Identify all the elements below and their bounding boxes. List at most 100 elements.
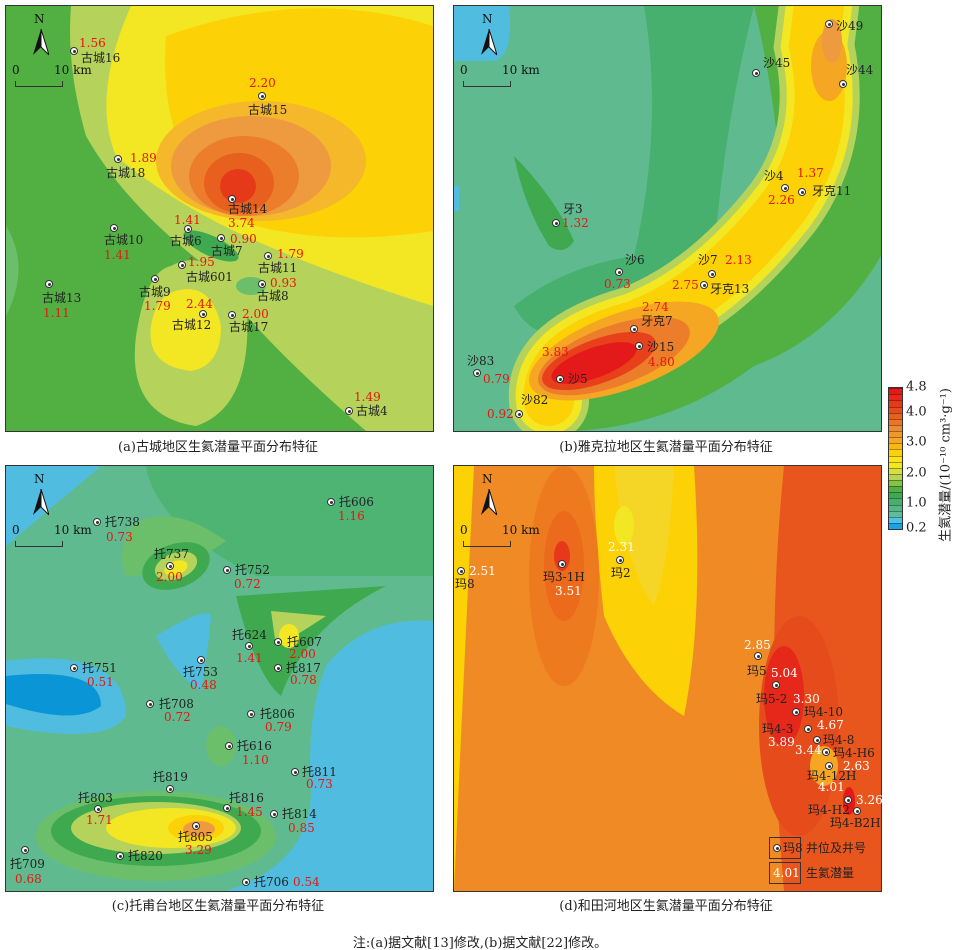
well-name: 托738	[105, 515, 140, 529]
well-marker-icon	[754, 652, 762, 660]
well-marker-icon	[708, 270, 716, 278]
colorbar-swatch	[889, 443, 902, 450]
scale-bar	[15, 81, 63, 87]
scale-zero: 0	[460, 523, 468, 537]
scale-zero: 0	[460, 63, 468, 77]
helium-value: 3.89	[768, 735, 795, 749]
well-name: 玛5	[747, 664, 767, 678]
helium-value: 1.41	[236, 651, 263, 665]
helium-value: 2.26	[768, 193, 795, 207]
helium-value: 1.95	[188, 255, 215, 269]
helium-value: 2.63	[843, 759, 870, 773]
well-marker-icon	[772, 681, 780, 689]
well-marker-icon	[197, 656, 205, 664]
well-name: 古城10	[104, 233, 144, 247]
helium-value: 0.79	[483, 372, 510, 386]
legend-value-label: 生氦潜量	[806, 866, 855, 880]
well-marker-icon	[151, 275, 159, 283]
well-marker-icon	[258, 280, 266, 288]
colorbar-swatch	[889, 486, 902, 493]
colorbar-swatch	[889, 400, 902, 407]
well-marker-icon	[223, 804, 231, 812]
helium-value: 1.89	[130, 151, 157, 165]
well-marker-icon	[515, 410, 523, 418]
well-marker-icon	[114, 155, 122, 163]
well-name: 托805	[178, 830, 213, 844]
well-marker-icon	[556, 375, 564, 383]
helium-value: 3.83	[542, 345, 569, 359]
helium-value: 2.00	[156, 570, 183, 584]
well-name: 沙82	[521, 393, 549, 407]
north-arrow-icon	[481, 29, 497, 56]
north-arrow-icon	[33, 489, 49, 516]
well-marker-icon	[166, 562, 174, 570]
helium-value: 1.56	[79, 36, 106, 50]
north-label: N	[34, 12, 45, 26]
well-name: 托814	[282, 807, 317, 821]
well-name: 沙7	[698, 253, 718, 267]
colorbar-tick: 0.2	[906, 520, 927, 536]
well-marker-icon	[223, 566, 231, 574]
contour-map-b	[454, 6, 881, 431]
colorbar-tick: 4.0	[906, 404, 927, 420]
well-marker-icon	[228, 311, 236, 319]
well-marker-icon	[615, 268, 623, 276]
map-panel-a	[5, 5, 434, 432]
well-name: 古城8	[257, 289, 289, 303]
helium-value: 2.20	[249, 76, 276, 90]
well-marker-icon	[822, 748, 830, 756]
well-name: 古城17	[229, 320, 269, 334]
well-marker-icon	[199, 310, 207, 318]
helium-value: 3.74	[228, 216, 255, 230]
well-name: 托752	[235, 563, 270, 577]
colorbar-swatch	[889, 473, 902, 480]
well-name: 沙4	[764, 169, 784, 183]
helium-value: 1.79	[277, 247, 304, 261]
colorbar-swatch	[889, 431, 902, 438]
well-name: 古城4	[356, 404, 388, 418]
well-marker-icon	[345, 407, 353, 415]
scale-ten: 10 km	[502, 63, 540, 77]
colorbar-swatch	[889, 461, 902, 468]
helium-value: 3.26	[856, 793, 883, 807]
helium-value: 4.67	[817, 718, 844, 732]
well-name: 托606	[339, 495, 374, 509]
helium-value: 1.37	[797, 166, 824, 180]
colorbar-swatch	[889, 498, 902, 505]
well-marker-icon	[752, 69, 760, 77]
colorbar-swatch	[889, 424, 902, 431]
helium-value: 0.78	[290, 673, 317, 687]
well-marker-icon	[700, 281, 708, 289]
well-marker-icon	[270, 810, 278, 818]
caption-d: (d)和田河地区生氦潜量平面分布特征	[559, 899, 773, 914]
well-name: 沙15	[647, 340, 675, 354]
helium-value: 1.49	[354, 390, 381, 404]
colorbar-swatch	[889, 480, 902, 487]
helium-value: 3.29	[185, 843, 212, 857]
helium-value: 1.11	[43, 306, 70, 320]
figure-note: 注:(a)据文献[13]修改,(b)据文献[22]修改。	[352, 936, 608, 950]
helium-value: 0.93	[270, 276, 297, 290]
colorbar-swatch	[889, 406, 902, 413]
well-name: 托816	[229, 791, 264, 805]
helium-value: 0.51	[87, 675, 114, 689]
colorbar-swatch	[889, 412, 902, 419]
well-name: 玛8	[455, 577, 475, 591]
well-name: 牙克7	[641, 314, 673, 328]
legend-well-box: 玛8	[769, 837, 803, 859]
helium-value: 3.30	[793, 692, 820, 706]
helium-value: 1.71	[86, 813, 113, 827]
colorbar-tick: 3.0	[906, 434, 927, 450]
colorbar-swatch	[889, 510, 902, 517]
scale-ten: 10 km	[54, 523, 92, 537]
well-name: 玛3-1H	[543, 570, 585, 584]
well-marker-icon	[21, 846, 29, 854]
helium-value: 0.73	[604, 277, 631, 291]
map-panel-b	[453, 5, 882, 432]
colorbar-swatch	[889, 418, 902, 425]
helium-value: 5.04	[771, 666, 798, 680]
well-marker-icon	[110, 224, 118, 232]
colorbar-swatch	[889, 504, 902, 511]
well-marker-icon	[116, 852, 124, 860]
